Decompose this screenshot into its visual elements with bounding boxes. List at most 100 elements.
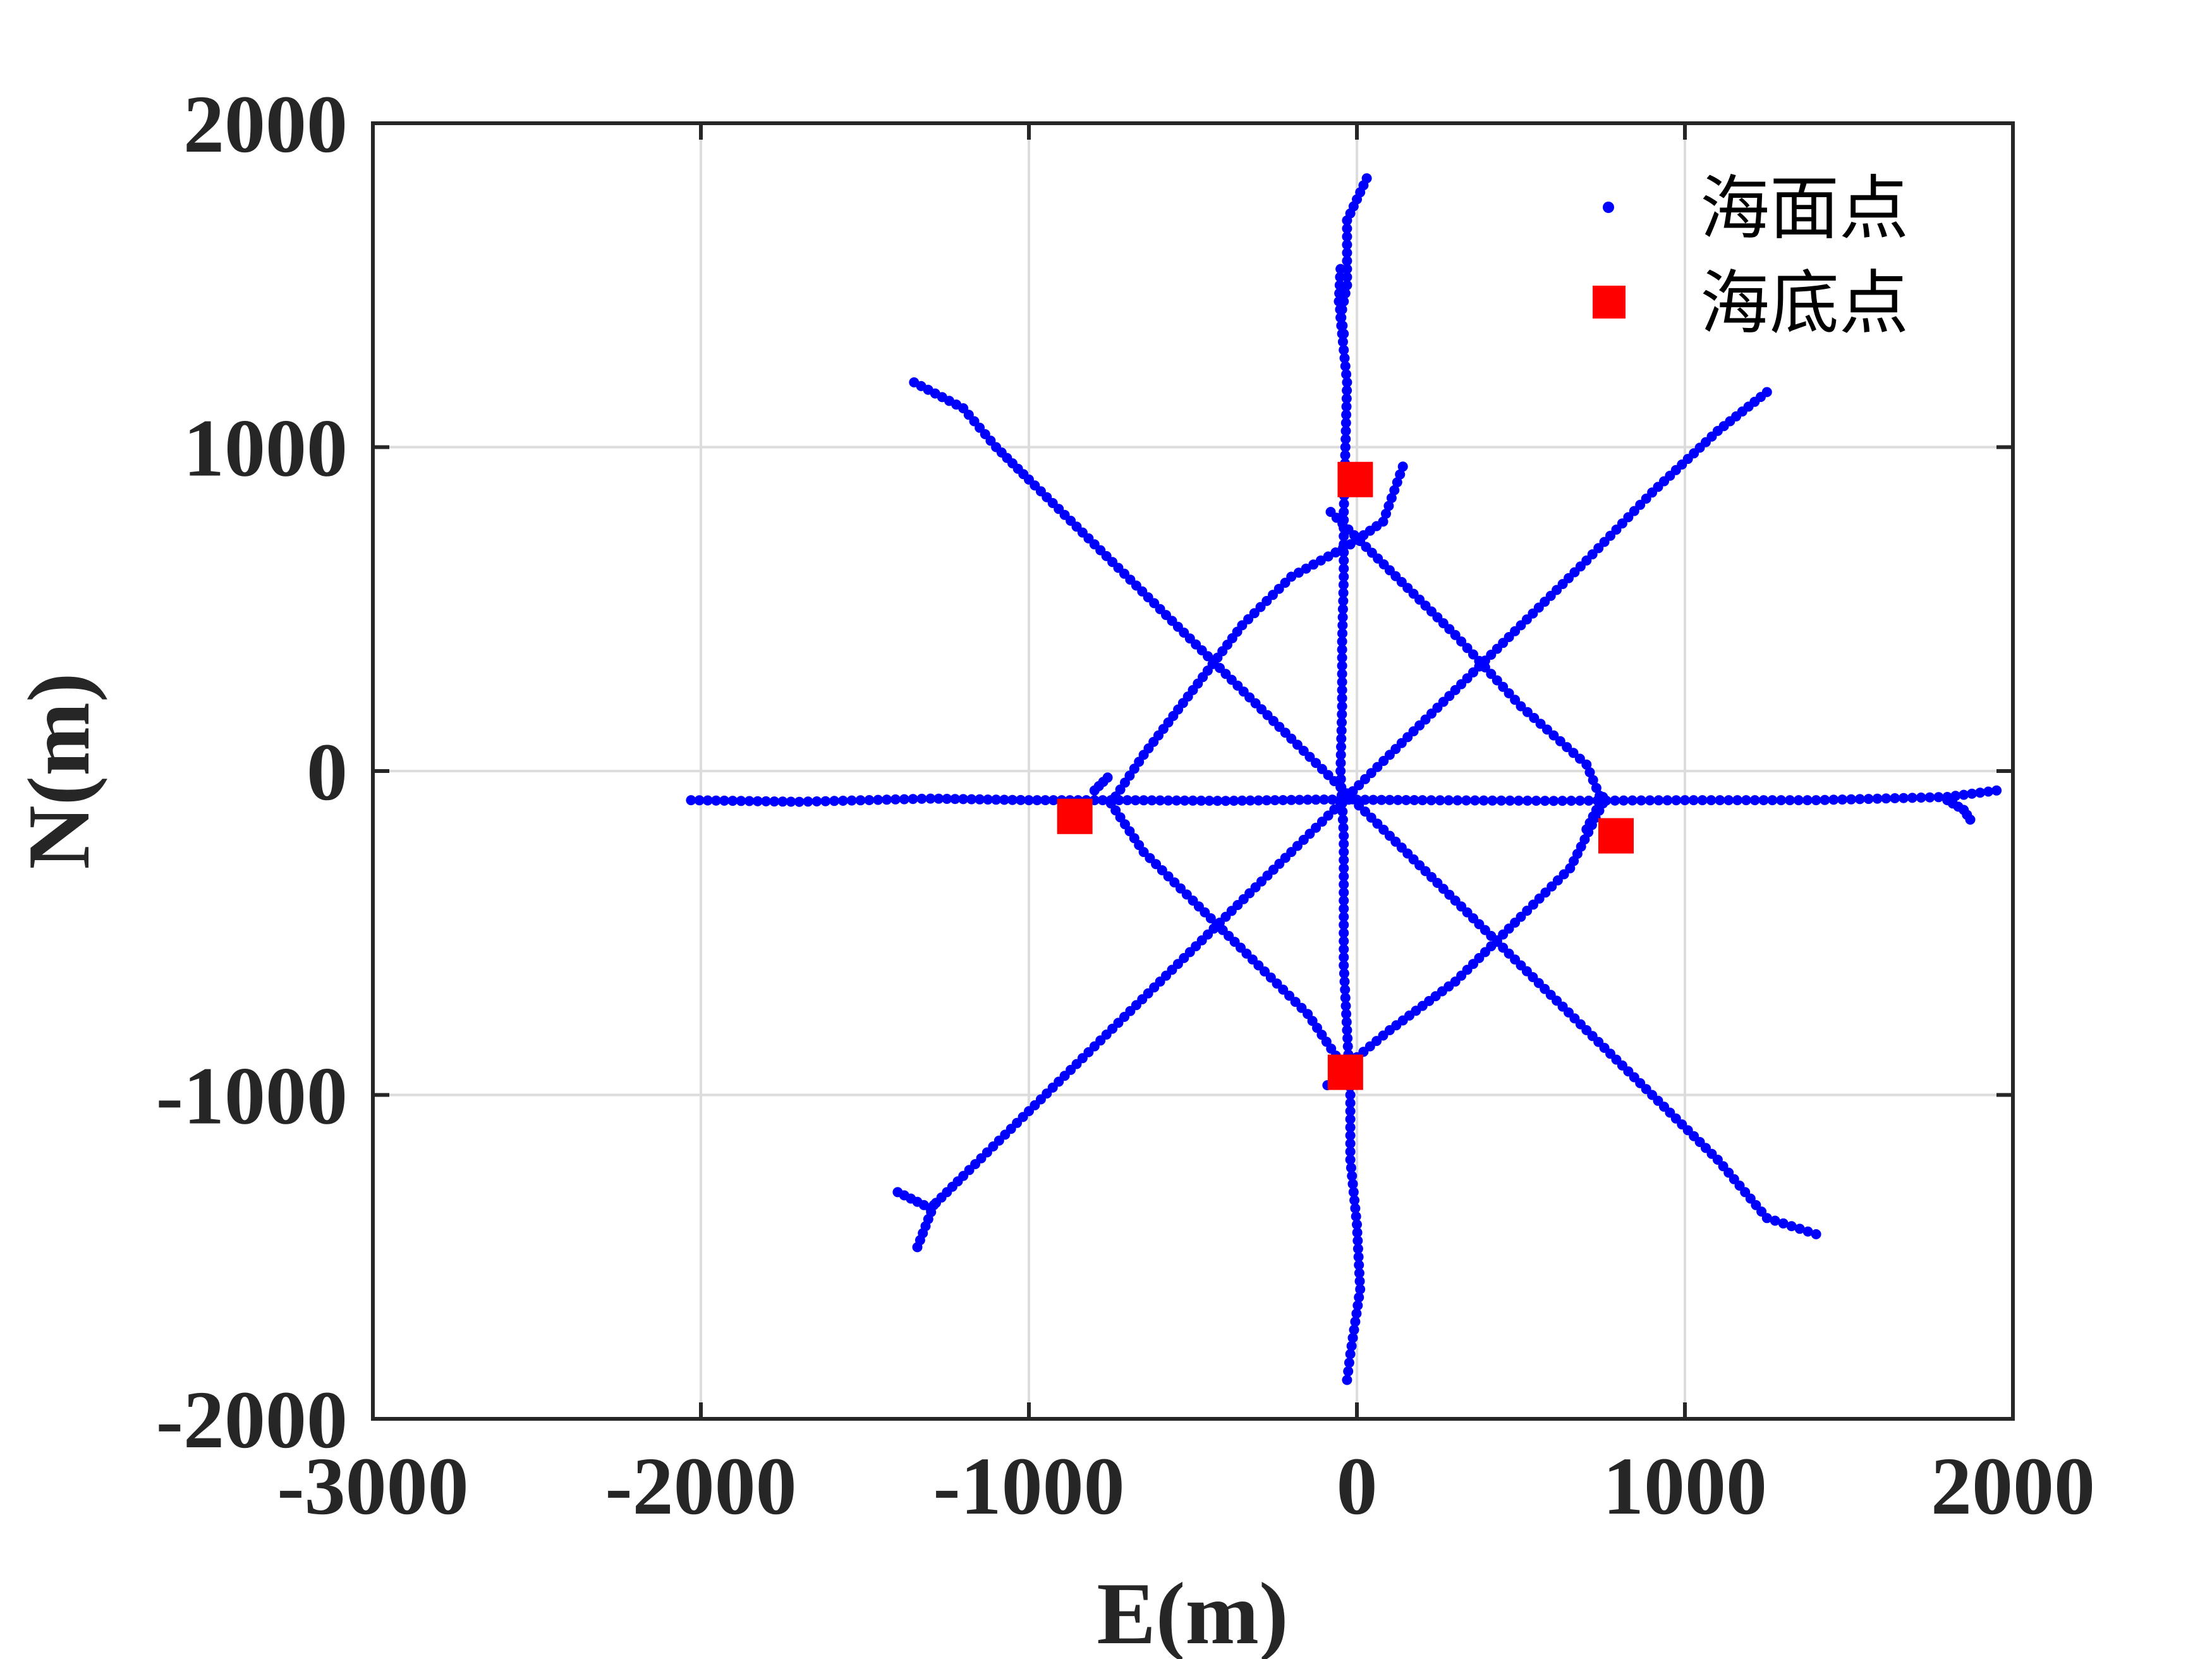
surface-point — [1335, 272, 1346, 283]
surface-point — [1899, 793, 1909, 803]
surface-point — [950, 794, 961, 805]
surface-point — [1345, 1130, 1356, 1141]
surface-point — [1345, 1146, 1356, 1157]
surface-point — [829, 796, 840, 806]
surface-point — [1024, 795, 1034, 806]
surface-point — [1292, 739, 1303, 750]
surface-point — [1352, 1236, 1363, 1246]
surface-point — [1343, 1366, 1354, 1376]
surface-point — [1610, 795, 1620, 806]
surface-point — [1820, 794, 1830, 805]
surface-point — [1340, 361, 1351, 372]
surface-point — [1293, 568, 1304, 578]
x-tick-label: 2000 — [1931, 1441, 2095, 1532]
surface-point — [1342, 1041, 1353, 1052]
surface-point — [1510, 695, 1521, 705]
surface-point — [1303, 794, 1313, 805]
seabed-points-series — [1057, 461, 1634, 1090]
surface-point — [1284, 990, 1294, 1001]
surface-point — [1950, 791, 1961, 801]
surface-point — [1335, 758, 1346, 769]
surface-point — [1583, 795, 1594, 806]
surface-point — [1339, 871, 1349, 882]
surface-point — [1337, 336, 1348, 347]
surface-point — [1340, 425, 1351, 436]
x-axis-title: E(m) — [1097, 1565, 1288, 1659]
surface-point — [1474, 655, 1485, 666]
x-tick-label: -1000 — [933, 1441, 1124, 1532]
surface-point — [1778, 1218, 1789, 1229]
surface-point — [1345, 1122, 1356, 1133]
surface-point — [1339, 353, 1350, 363]
surface-point — [1392, 477, 1402, 488]
surface-point — [1368, 794, 1378, 805]
surface-point — [1339, 976, 1350, 987]
surface-point — [1340, 984, 1351, 995]
surface-point — [1339, 936, 1349, 947]
surface-point — [1334, 296, 1344, 307]
surface-point — [1048, 795, 1059, 806]
surface-point — [1339, 329, 1349, 339]
surface-point — [1531, 796, 1541, 806]
surface-point — [1229, 796, 1239, 806]
surface-point — [1253, 795, 1264, 806]
surface-point — [966, 794, 977, 805]
surface-point — [1378, 516, 1389, 527]
x-tick-label: -3000 — [277, 1441, 468, 1532]
surface-point — [1785, 795, 1796, 806]
surface-point — [1706, 795, 1717, 806]
surface-point — [1504, 688, 1514, 698]
surface-point — [1337, 693, 1347, 703]
surface-point — [1933, 792, 1944, 803]
surface-point — [983, 794, 994, 805]
surface-point — [1340, 1000, 1351, 1011]
surface-point — [1383, 501, 1394, 511]
x-tick-label: -2000 — [605, 1441, 796, 1532]
surface-point — [925, 793, 936, 804]
surface-point — [1341, 1017, 1352, 1028]
surface-point — [1335, 264, 1346, 274]
y-axis-title: N(m) — [10, 673, 108, 870]
y-tick-label: -1000 — [156, 1051, 348, 1142]
surface-point — [1342, 377, 1352, 387]
surface-point — [1339, 968, 1349, 979]
surface-point — [1237, 795, 1248, 806]
seabed-point — [1057, 798, 1093, 834]
surface-point — [1337, 320, 1348, 331]
surface-point — [1151, 859, 1162, 870]
surface-point — [1548, 730, 1559, 741]
surface-point — [1336, 733, 1347, 744]
surface-point — [1339, 499, 1349, 509]
surface-point — [1802, 795, 1813, 806]
surface-point — [1378, 756, 1389, 766]
surface-point — [1354, 1268, 1364, 1279]
surface-point — [1342, 272, 1352, 283]
surface-point — [1339, 911, 1349, 922]
surface-point — [864, 795, 875, 805]
surface-point — [1338, 595, 1349, 606]
surface-point — [1040, 795, 1050, 806]
surface-point — [1220, 796, 1231, 806]
surface-point — [1007, 794, 1018, 805]
surface-point — [1351, 1308, 1362, 1319]
surface-point — [1345, 1138, 1356, 1149]
surface-point — [1837, 794, 1848, 805]
surface-point — [1342, 385, 1352, 396]
surface-point — [1341, 1009, 1352, 1019]
surface-point — [1342, 1375, 1352, 1385]
surface-point — [1581, 759, 1592, 770]
surface-point — [1342, 255, 1352, 266]
surface-point — [999, 794, 1010, 805]
surface-point — [1496, 795, 1507, 806]
surface-point — [1846, 794, 1856, 805]
surface-point — [1741, 795, 1751, 806]
surface-point — [1349, 1195, 1360, 1206]
surface-point — [1353, 1251, 1364, 1262]
surface-point — [1315, 555, 1326, 566]
surface-point — [1342, 280, 1352, 291]
surface-point — [1975, 787, 1986, 798]
surface-point — [1991, 785, 2002, 796]
surface-point — [899, 794, 909, 805]
surface-point — [1298, 834, 1309, 845]
